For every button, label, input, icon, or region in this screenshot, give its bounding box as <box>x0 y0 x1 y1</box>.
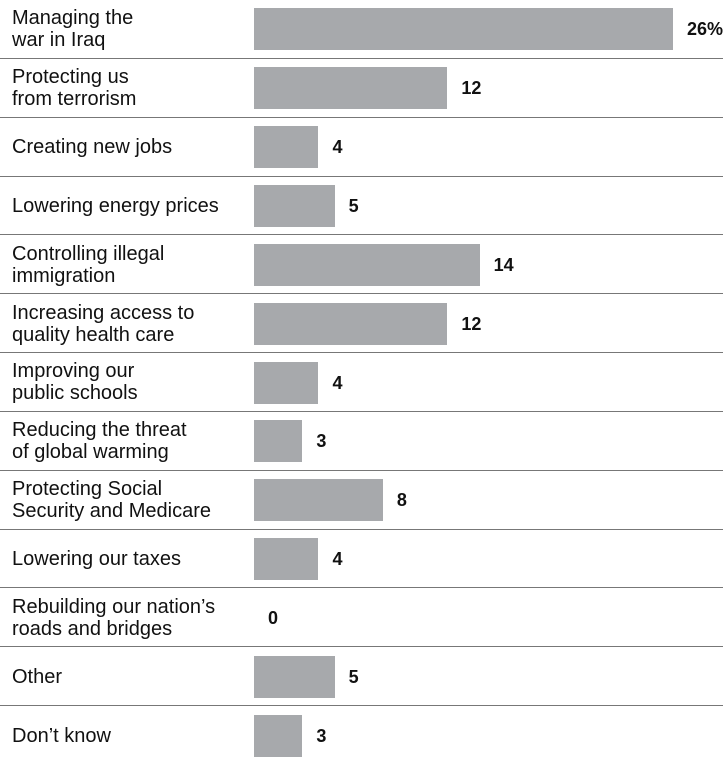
value-label: 3 <box>316 431 327 452</box>
category-label: Creating new jobs <box>12 136 173 159</box>
bar <box>254 302 448 345</box>
value-label: 8 <box>396 490 407 511</box>
value-label: 0 <box>268 607 279 628</box>
separator <box>0 646 723 648</box>
bar <box>254 655 335 698</box>
separator <box>0 175 723 177</box>
category-label: Rebuilding our nation’s roads and bridge… <box>12 595 216 640</box>
separator <box>0 587 723 589</box>
category-label: Managing the war in Iraq <box>12 7 134 52</box>
value-label: 5 <box>348 666 359 687</box>
separator <box>0 293 723 295</box>
bar <box>254 420 303 463</box>
category-label: Lowering energy prices <box>12 194 219 217</box>
separator <box>0 352 723 354</box>
value-label: 5 <box>348 195 359 216</box>
value-label: 12 <box>461 78 482 99</box>
separator <box>0 705 723 707</box>
separator <box>0 410 723 412</box>
value-label: 14 <box>493 254 514 275</box>
category-label: Protecting us from terrorism <box>12 66 137 111</box>
category-label: Don’t know <box>12 724 111 747</box>
bar <box>254 714 303 757</box>
category-label: Improving our public schools <box>12 360 138 405</box>
category-label: Lowering our taxes <box>12 548 181 571</box>
value-label: 12 <box>461 313 482 334</box>
separator <box>0 528 723 530</box>
category-label: Protecting Social Security and Medicare <box>12 478 211 523</box>
value-label: 4 <box>332 137 343 158</box>
separator <box>0 116 723 118</box>
separator <box>0 234 723 236</box>
separator <box>0 57 723 59</box>
bar <box>254 8 673 51</box>
category-label: Controlling illegal immigration <box>12 242 165 287</box>
category-label: Other <box>12 665 63 688</box>
value-label: 26% <box>687 19 723 40</box>
bar <box>254 184 335 227</box>
value-label: 4 <box>332 549 343 570</box>
separator <box>0 469 723 471</box>
category-label: Increasing access to quality health care <box>12 301 195 346</box>
value-label: 4 <box>332 372 343 393</box>
bar <box>254 243 480 286</box>
value-label: 3 <box>316 725 327 746</box>
bar <box>254 361 319 404</box>
bar <box>254 126 319 169</box>
bar <box>254 67 448 110</box>
category-label: Reducing the threat of global warming <box>12 419 187 464</box>
bar <box>254 479 383 522</box>
bar <box>254 538 319 581</box>
